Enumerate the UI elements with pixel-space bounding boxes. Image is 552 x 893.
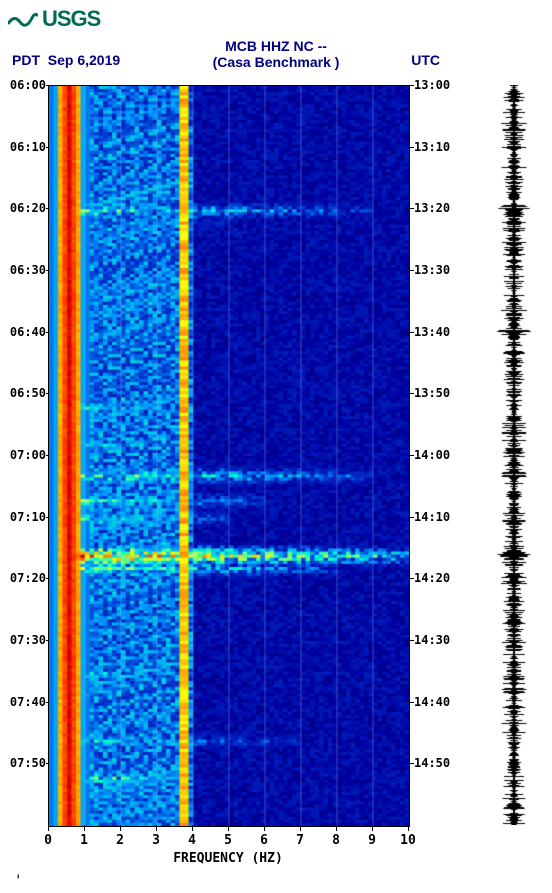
- ytick-left: 06:20: [10, 201, 46, 215]
- ytick-left: 06:40: [10, 325, 46, 339]
- ytick-right: 14:10: [414, 510, 450, 524]
- usgs-wave-icon: [8, 8, 38, 30]
- ytick-right: 14:20: [414, 571, 450, 585]
- xtick: 5: [224, 833, 232, 848]
- spectrogram-canvas: [49, 86, 409, 826]
- xtick: 3: [152, 833, 160, 848]
- spectrogram-chart: [48, 85, 410, 827]
- ytick-left: 06:10: [10, 140, 46, 154]
- ytick-right: 14:30: [414, 633, 450, 647]
- xtick: 9: [368, 833, 376, 848]
- ytick-left: 07:10: [10, 510, 46, 524]
- y-axis-right: 13:0013:1013:2013:3013:4013:5014:0014:10…: [408, 85, 468, 825]
- ytick-right: 13:40: [414, 325, 450, 339]
- usgs-logo-text: USGS: [42, 6, 100, 32]
- ytick-left: 07:40: [10, 695, 46, 709]
- xtick: 10: [400, 833, 416, 848]
- ytick-right: 13:20: [414, 201, 450, 215]
- xtick: 6: [260, 833, 268, 848]
- x-axis: FREQUENCY (HZ) 012345678910: [48, 825, 408, 865]
- ytick-left: 06:50: [10, 386, 46, 400]
- xtick: 2: [116, 833, 124, 848]
- ytick-right: 13:30: [414, 263, 450, 277]
- x-axis-label: FREQUENCY (HZ): [48, 851, 408, 866]
- ytick-right: 13:10: [414, 140, 450, 154]
- ytick-left: 07:30: [10, 633, 46, 647]
- waveform-trace: [484, 85, 544, 825]
- ytick-left: 07:20: [10, 571, 46, 585]
- ytick-right: 14:50: [414, 756, 450, 770]
- y-axis-left: 06:0006:1006:2006:3006:4006:5007:0007:10…: [0, 85, 48, 825]
- ytick-left: 07:50: [10, 756, 46, 770]
- pdt-date: Sep 6,2019: [48, 52, 120, 68]
- ytick-right: 13:00: [414, 78, 450, 92]
- ytick-right: 14:00: [414, 448, 450, 462]
- ytick-right: 14:40: [414, 695, 450, 709]
- xtick: 8: [332, 833, 340, 848]
- ytick-left: 06:30: [10, 263, 46, 277]
- ytick-right: 13:50: [414, 386, 450, 400]
- pdt-tz: PDT: [12, 52, 40, 68]
- waveform-canvas: [484, 85, 544, 825]
- footer-mark: ': [14, 873, 22, 889]
- usgs-logo: USGS: [8, 6, 100, 32]
- xtick: 1: [80, 833, 88, 848]
- xtick: 4: [188, 833, 196, 848]
- xtick: 7: [296, 833, 304, 848]
- ytick-left: 07:00: [10, 448, 46, 462]
- pdt-date-label: PDT Sep 6,2019: [12, 52, 120, 68]
- ytick-left: 06:00: [10, 78, 46, 92]
- utc-tz-label: UTC: [411, 52, 440, 68]
- xtick: 0: [44, 833, 52, 848]
